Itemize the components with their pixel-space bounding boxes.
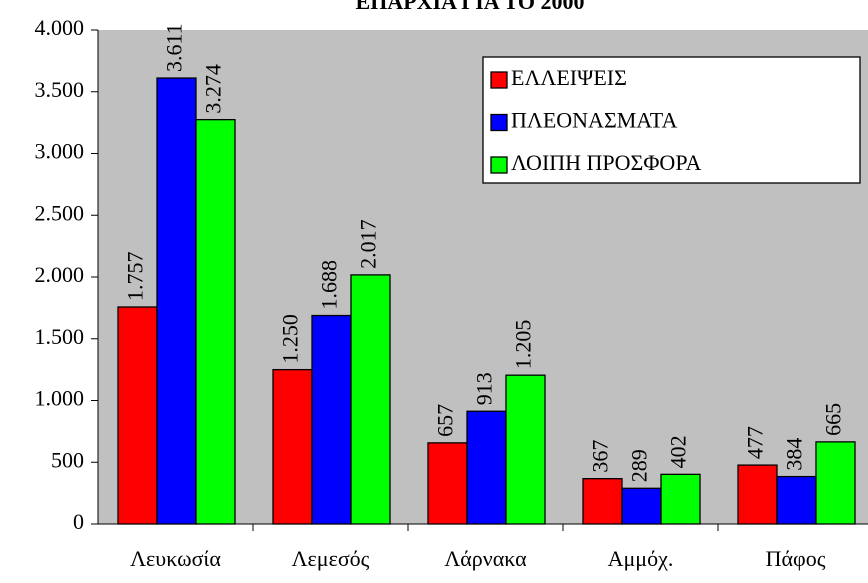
bar bbox=[466, 410, 507, 525]
value-label: 1.205 bbox=[511, 320, 536, 370]
legend-label: ΕΛΛΕΙΨΕΙΣ bbox=[511, 65, 627, 90]
y-tick-label: 4.000 bbox=[35, 15, 85, 40]
bar bbox=[272, 368, 313, 525]
value-label: 665 bbox=[821, 403, 846, 436]
value-label: 477 bbox=[743, 426, 768, 459]
bar bbox=[505, 374, 546, 525]
y-tick-label: 500 bbox=[51, 447, 84, 472]
value-label: 367 bbox=[588, 440, 613, 473]
chart-title: ΕΠΑΡΧΙΑ ΓΙΑ ΤΟ 2000 bbox=[356, 0, 585, 14]
value-label: 1.250 bbox=[278, 314, 303, 364]
value-label: 402 bbox=[666, 435, 691, 468]
value-label: 3.611 bbox=[162, 23, 187, 72]
bar bbox=[156, 77, 197, 525]
x-tick-label: Λάρνακα bbox=[444, 546, 527, 571]
legend-swatch bbox=[490, 71, 508, 89]
bar bbox=[117, 306, 158, 525]
value-label: 1.757 bbox=[123, 252, 148, 302]
value-label: 657 bbox=[433, 404, 458, 437]
legend-swatch bbox=[490, 156, 508, 174]
value-label: 1.688 bbox=[317, 260, 342, 310]
x-tick-label: Λευκωσία bbox=[130, 546, 221, 571]
bar bbox=[776, 475, 817, 525]
bar bbox=[582, 478, 623, 525]
y-tick-label: 0 bbox=[73, 509, 84, 534]
value-label: 289 bbox=[627, 449, 652, 482]
y-tick-label: 2.000 bbox=[35, 262, 85, 287]
bar bbox=[737, 464, 778, 525]
x-tick-label: Λεμεσός bbox=[292, 546, 370, 571]
x-tick-label: Αμμόχ. bbox=[608, 546, 674, 571]
value-label: 384 bbox=[782, 438, 807, 471]
bar bbox=[350, 274, 391, 525]
legend-swatch bbox=[490, 113, 508, 132]
y-tick-label: 2.500 bbox=[35, 200, 85, 225]
bar bbox=[311, 314, 352, 525]
bar bbox=[621, 487, 662, 525]
x-tick-label: Πάφος bbox=[766, 546, 826, 571]
value-label: 3.274 bbox=[201, 64, 226, 114]
legend-label: ΠΛΕΟΝΑΣΜΑΤΑ bbox=[511, 108, 677, 133]
y-tick-label: 1.000 bbox=[35, 386, 85, 411]
y-tick-label: 1.500 bbox=[35, 324, 85, 349]
bar bbox=[195, 119, 236, 525]
value-label: 913 bbox=[472, 372, 497, 405]
legend-label: ΛΟΙΠΗ ΠΡΟΣΦΟΡΑ bbox=[511, 150, 702, 175]
y-tick-label: 3.000 bbox=[35, 139, 85, 164]
legend-box bbox=[482, 56, 861, 184]
value-label: 2.017 bbox=[356, 219, 381, 269]
bar bbox=[427, 442, 468, 525]
bar bbox=[815, 441, 856, 525]
bar bbox=[660, 473, 701, 525]
y-tick-label: 3.500 bbox=[35, 77, 85, 102]
